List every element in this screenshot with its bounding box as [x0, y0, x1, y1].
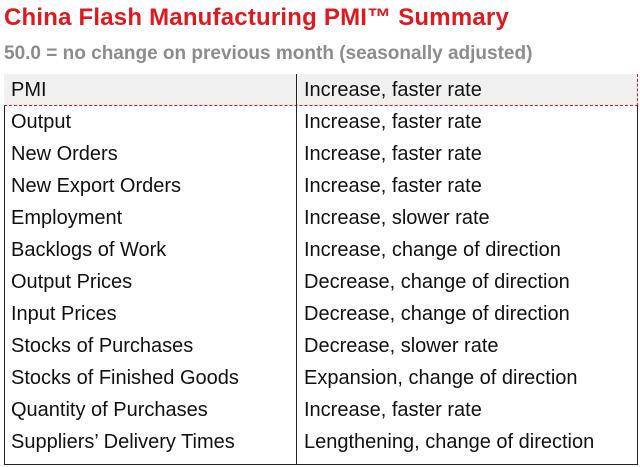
page-title: China Flash Manufacturing PMI™ Summary [4, 4, 510, 31]
table-row: Output Increase, faster rate [4, 106, 638, 138]
table-row: Quantity of Purchases Increase, faster r… [4, 394, 638, 426]
status-cell: Decrease, slower rate [304, 335, 499, 357]
indicator-cell: Employment [11, 207, 123, 229]
table-row-pmi: PMI Increase, faster rate [4, 74, 638, 106]
indicator-cell: Quantity of Purchases [11, 399, 208, 421]
table-row: New Export Orders Increase, faster rate [4, 170, 638, 202]
highlight-right-border [637, 74, 638, 106]
status-cell: Increase, faster rate [304, 79, 482, 101]
table-bottom-border [4, 464, 638, 465]
indicator-cell: Stocks of Finished Goods [11, 367, 239, 389]
indicator-cell: New Orders [11, 143, 118, 165]
column-divider [296, 74, 297, 465]
page-subtitle: 50.0 = no change on previous month (seas… [4, 43, 533, 64]
indicator-cell: Output Prices [11, 271, 133, 293]
status-cell: Decrease, change of direction [304, 303, 570, 325]
table-row: New Orders Increase, faster rate [4, 138, 638, 170]
status-cell: Increase, change of direction [304, 239, 561, 261]
status-cell: Increase, faster rate [304, 111, 482, 133]
table-row: Input Prices Decrease, change of directi… [4, 298, 638, 330]
status-cell: Increase, faster rate [304, 143, 482, 165]
status-cell: Increase, faster rate [304, 175, 482, 197]
table-row: Stocks of Purchases Decrease, slower rat… [4, 330, 638, 362]
pmi-summary-table: PMI Increase, faster rate Output Increas… [4, 74, 638, 465]
indicator-cell: PMI [11, 79, 47, 101]
table-row: Backlogs of Work Increase, change of dir… [4, 234, 638, 266]
table-right-border [637, 106, 638, 465]
indicator-cell: New Export Orders [11, 175, 182, 197]
highlight-bottom-border [4, 105, 638, 106]
indicator-cell: Stocks of Purchases [11, 335, 194, 357]
status-cell: Increase, faster rate [304, 399, 482, 421]
table-row: Stocks of Finished Goods Expansion, chan… [4, 362, 638, 394]
table-row: Suppliers’ Delivery Times Lengthening, c… [4, 426, 638, 458]
status-cell: Increase, slower rate [304, 207, 490, 229]
status-cell: Lengthening, change of direction [304, 431, 595, 453]
indicator-cell: Input Prices [11, 303, 117, 325]
indicator-cell: Suppliers’ Delivery Times [11, 431, 235, 453]
status-cell: Decrease, change of direction [304, 271, 570, 293]
indicator-cell: Backlogs of Work [11, 239, 167, 261]
indicator-cell: Output [11, 111, 72, 133]
table-row: Employment Increase, slower rate [4, 202, 638, 234]
table-row: Output Prices Decrease, change of direct… [4, 266, 638, 298]
status-cell: Expansion, change of direction [304, 367, 578, 389]
table-left-border [4, 106, 5, 465]
